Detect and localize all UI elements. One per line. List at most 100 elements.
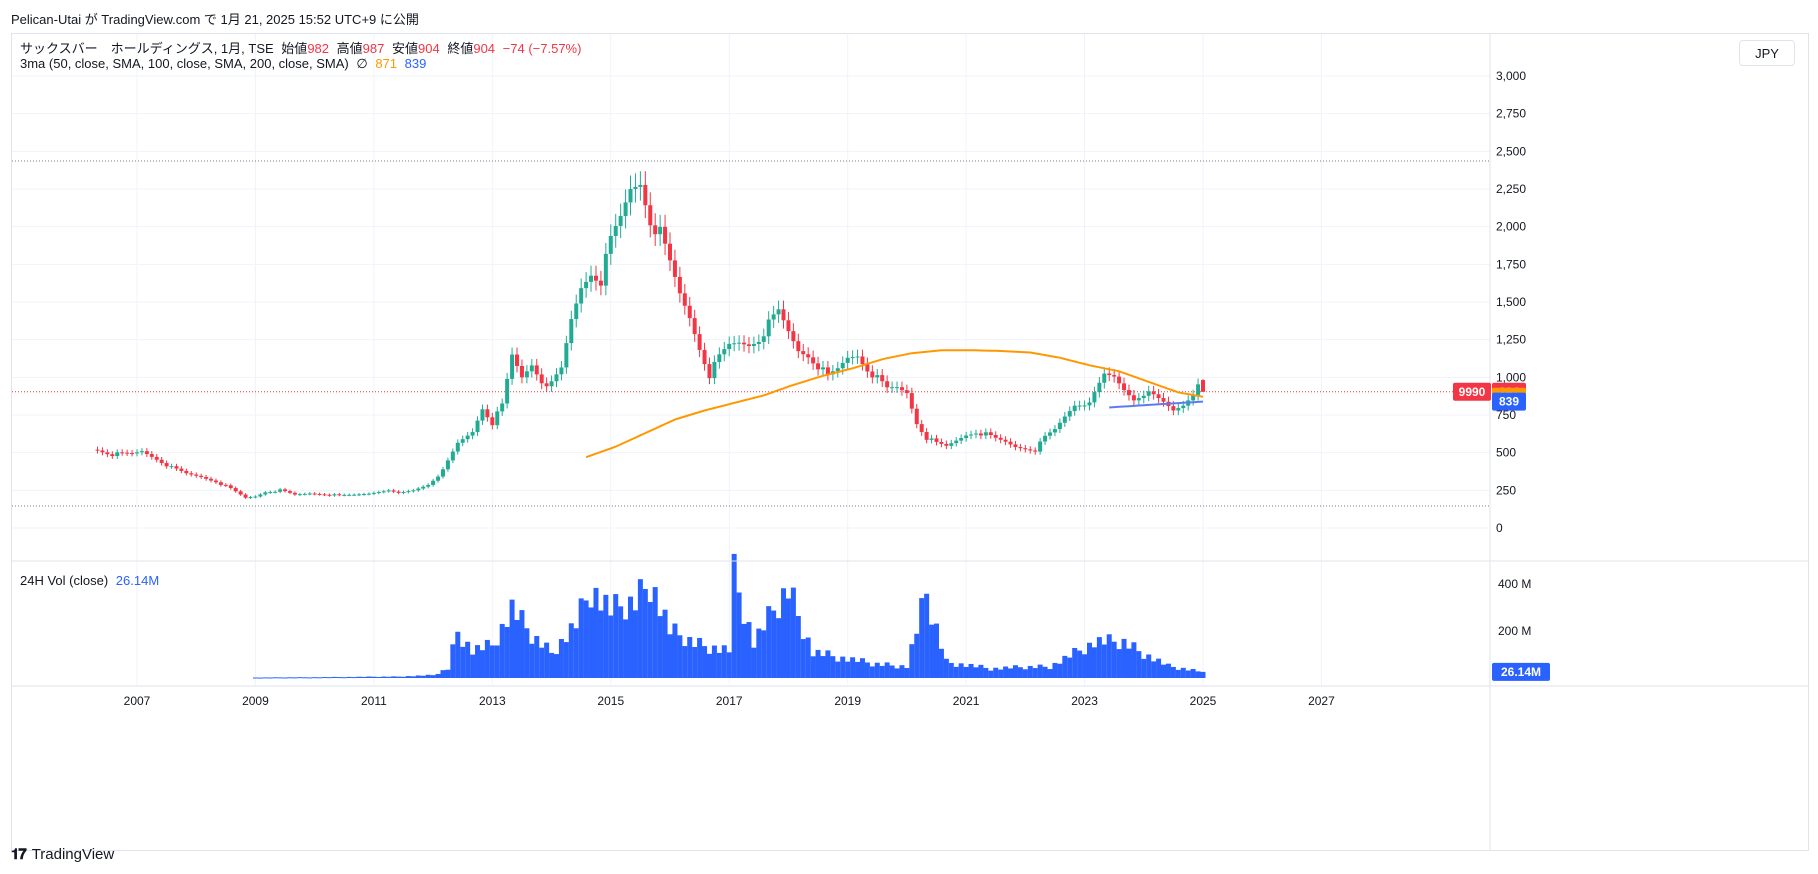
candle-body xyxy=(1117,376,1122,384)
volume-bar xyxy=(983,667,989,678)
volume-bar xyxy=(1126,648,1132,678)
volume-bar xyxy=(672,623,678,678)
candle-body xyxy=(988,432,993,436)
high-label: 高値 xyxy=(336,41,363,56)
candle-body xyxy=(312,493,317,495)
volume-bar xyxy=(1022,669,1028,678)
tradingview-logo[interactable]: 𝟏𝟕 TradingView xyxy=(11,846,114,863)
candle-body xyxy=(263,492,268,495)
volume-bar xyxy=(850,657,856,678)
volume-bar xyxy=(336,677,342,679)
volume-bar xyxy=(1156,658,1162,678)
time-tick-label: 2019 xyxy=(834,694,861,708)
candle-body xyxy=(1052,429,1057,433)
volume-bar xyxy=(682,646,688,678)
candle-body xyxy=(189,473,194,475)
candle-body xyxy=(855,356,860,358)
candle-body xyxy=(939,441,944,444)
volume-bar xyxy=(855,661,861,678)
candle-body xyxy=(421,486,426,489)
volume-bar xyxy=(632,610,638,678)
candle-body xyxy=(880,375,885,382)
volume-legend[interactable]: 24H Vol (close) 26.14M xyxy=(20,573,163,588)
volume-bar xyxy=(667,634,673,678)
candle-body xyxy=(480,409,485,421)
volume-bar xyxy=(647,602,653,678)
candle-body xyxy=(964,435,969,439)
candle-body xyxy=(159,459,164,464)
chart-canvas[interactable]: 3,000 2,750 2,500 2,250 2,000 1,750 1,500 1,250… xyxy=(12,34,1808,850)
currency-selector[interactable]: JPY xyxy=(1739,40,1795,66)
time-tick-label: 2013 xyxy=(479,694,506,708)
close-value: 904 xyxy=(473,41,496,56)
volume-bar xyxy=(1185,670,1191,678)
volume-bar xyxy=(1131,642,1137,678)
candle-body xyxy=(702,349,707,365)
candle-body xyxy=(801,351,806,355)
volume-bar xyxy=(376,676,382,678)
volume-bar xyxy=(904,668,910,678)
volume-bar xyxy=(914,633,920,678)
candle-body xyxy=(199,475,204,478)
candle-body xyxy=(845,357,850,363)
volume-bar xyxy=(1190,668,1196,678)
volume-bar xyxy=(1096,637,1102,678)
volume-bar xyxy=(573,628,579,678)
candle-body xyxy=(1161,398,1166,402)
volume-bar xyxy=(430,675,436,678)
change-value: −74 (−7.57%) xyxy=(502,41,582,56)
time-tick-label: 2011 xyxy=(361,694,387,708)
candle-body xyxy=(924,432,929,440)
candle-body xyxy=(653,225,658,235)
volume-bar xyxy=(864,662,870,678)
volume-bar xyxy=(1086,642,1092,678)
candle-body xyxy=(929,438,934,440)
volume-bar xyxy=(489,645,495,678)
tradingview-brand: TradingView xyxy=(31,846,115,863)
volume-bar xyxy=(726,652,732,678)
candle-body xyxy=(1062,416,1067,423)
symbol-tag-bg xyxy=(1453,382,1491,401)
candle-body xyxy=(139,451,144,453)
candle-body xyxy=(1131,395,1136,401)
ma-legend[interactable]: 3ma (50, close, SMA, 100, close, SMA, 20… xyxy=(20,56,430,72)
volume-bars xyxy=(252,553,1206,679)
candle-body xyxy=(248,497,253,499)
open-label: 始値 xyxy=(281,41,308,56)
volume-bar xyxy=(613,594,619,678)
candle-body xyxy=(1077,405,1082,407)
candle-body xyxy=(840,362,845,369)
volume-bar xyxy=(934,623,939,678)
candle-body xyxy=(860,356,865,365)
candle-body xyxy=(584,281,589,289)
chart-frame[interactable]: 3,000 2,750 2,500 2,250 2,000 1,750 1,500 1,250… xyxy=(11,33,1809,851)
volume-bar xyxy=(702,646,708,678)
candle-body xyxy=(1201,380,1205,392)
candle-body xyxy=(1072,405,1077,412)
candle-body xyxy=(1156,394,1161,399)
symbol-legend[interactable]: サックスバー ホールディングス, 1月, TSE 始値982 高値987 安値9… xyxy=(20,38,585,57)
volume-bar xyxy=(549,652,555,678)
candle-body xyxy=(238,491,243,495)
candle-body xyxy=(1102,373,1107,383)
candle-body xyxy=(327,494,332,496)
volume-bar xyxy=(445,669,451,678)
candle-body xyxy=(746,344,751,347)
candle-body xyxy=(100,450,105,453)
volume-bar xyxy=(257,677,263,679)
volume-bar xyxy=(845,661,851,678)
volume-bar xyxy=(623,619,629,678)
candle-body xyxy=(411,490,416,492)
time-tick-label: 2021 xyxy=(953,694,980,708)
candle-body xyxy=(954,440,959,444)
price-tick-label: 1,750 xyxy=(1496,257,1526,271)
candle-body xyxy=(712,361,717,379)
volume-last-tag: 26.14M xyxy=(1501,665,1541,679)
candle-body xyxy=(811,357,816,364)
volume-bar xyxy=(1017,667,1023,678)
ma100-value: 871 xyxy=(375,56,398,71)
volume-bar xyxy=(534,635,540,678)
grid-lines xyxy=(12,34,1490,685)
volume-bar xyxy=(1121,638,1127,678)
volume-bar xyxy=(514,620,520,678)
